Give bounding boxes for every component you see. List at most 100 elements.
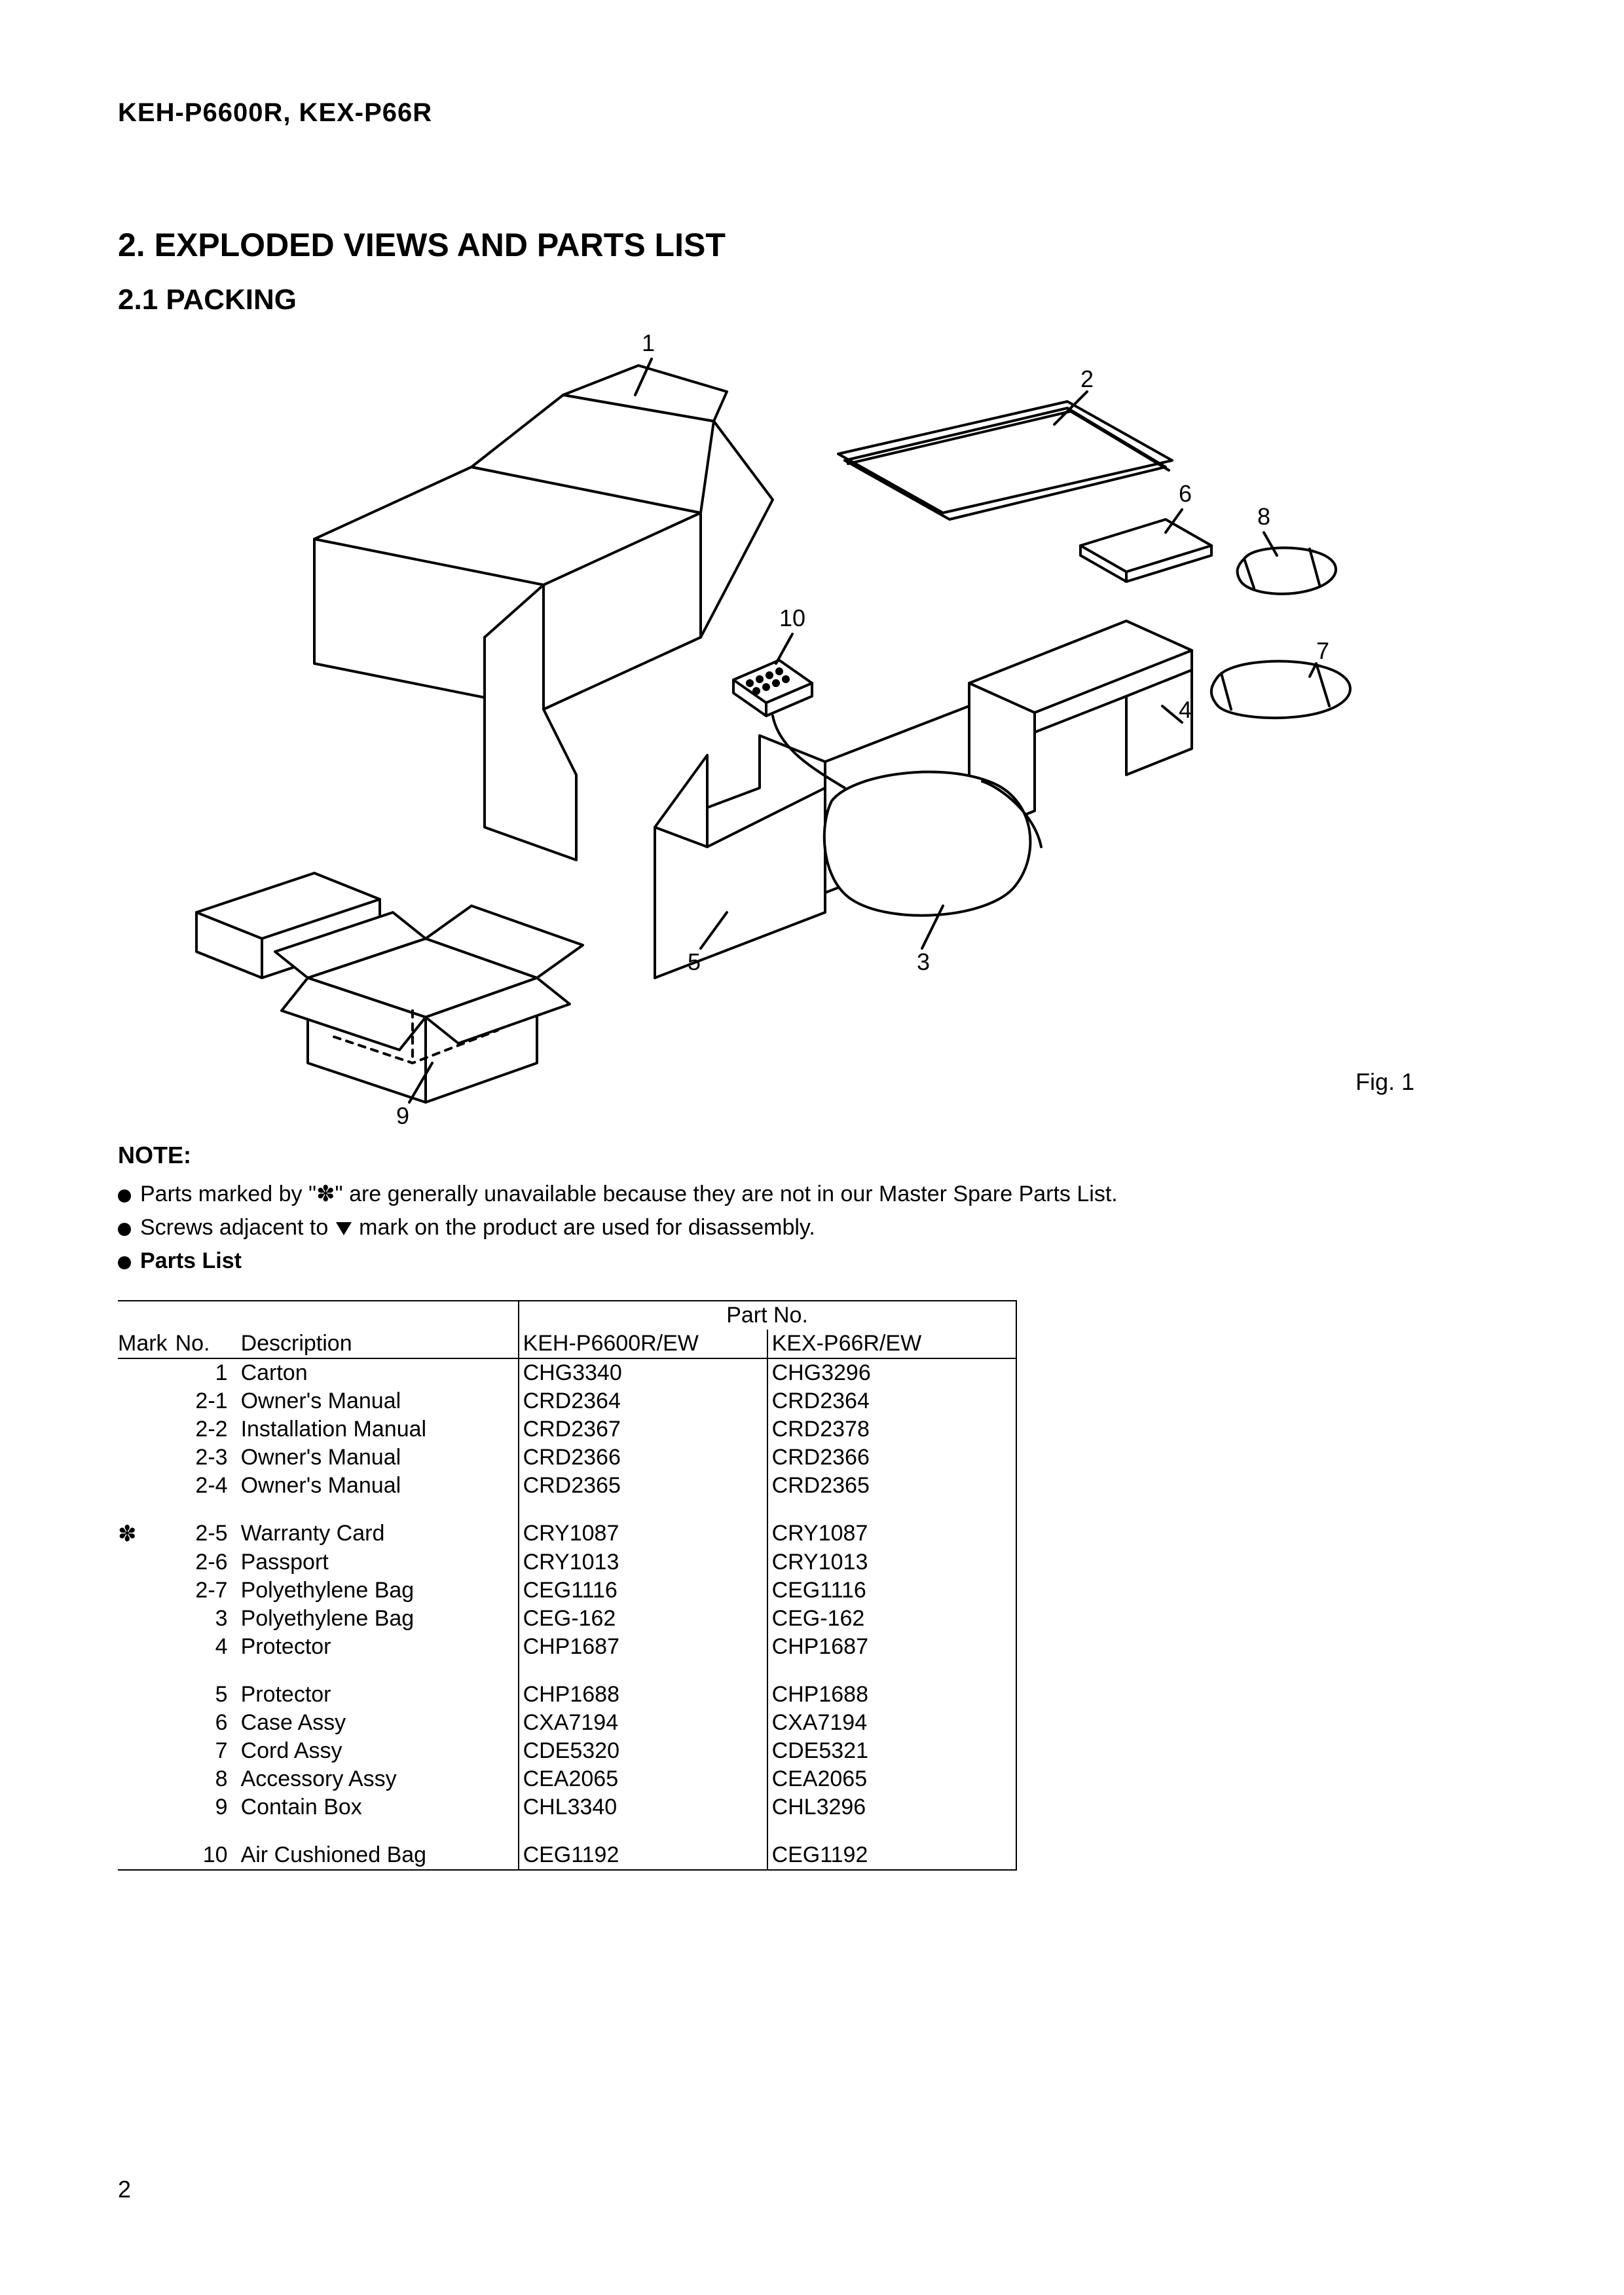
cell-mark xyxy=(118,1841,172,1870)
th-no: No. xyxy=(172,1330,237,1358)
note-heading: NOTE: xyxy=(118,1142,1506,1169)
note2-b: mark on the product are used for disasse… xyxy=(353,1215,815,1240)
part-accessory-assy xyxy=(1238,548,1336,593)
cell-desc: Contain Box xyxy=(237,1793,519,1821)
cell-no: 2-5 xyxy=(172,1520,237,1548)
cell-no: 2-3 xyxy=(172,1444,237,1472)
callout-4: 4 xyxy=(1179,696,1192,724)
cell-mark xyxy=(118,1444,172,1472)
cell-pn2: CDE5321 xyxy=(767,1737,1016,1765)
cell-pn1: CRD2364 xyxy=(519,1387,767,1415)
cell-desc: Owner's Manual xyxy=(237,1472,519,1500)
subsection-title: 2.1 PACKING xyxy=(118,284,1506,316)
cell-mark xyxy=(118,1577,172,1605)
bullet-icon xyxy=(118,1223,131,1236)
table-row: 4ProtectorCHP1687CHP1687 xyxy=(118,1633,1016,1661)
callout-7: 7 xyxy=(1316,637,1329,665)
cell-pn1: CRD2366 xyxy=(519,1444,767,1472)
parts-table: Part No. Mark No. Description KEH-P6600R… xyxy=(118,1300,1017,1871)
section-title: 2. EXPLODED VIEWS AND PARTS LIST xyxy=(118,226,1506,264)
bullet-icon xyxy=(118,1256,131,1269)
cell-no: 8 xyxy=(172,1765,237,1793)
cell-mark xyxy=(118,1548,172,1577)
cell-no: 2-1 xyxy=(172,1387,237,1415)
table-row: 2-4Owner's ManualCRD2365CRD2365 xyxy=(118,1472,1016,1500)
note2-a: Screws adjacent to xyxy=(140,1215,335,1240)
cell-pn1: CRY1013 xyxy=(519,1548,767,1577)
cell-pn1: CEG1116 xyxy=(519,1577,767,1605)
cell-no: 2-6 xyxy=(172,1548,237,1577)
cell-no: 9 xyxy=(172,1793,237,1821)
cell-pn1: CHG3340 xyxy=(519,1358,767,1387)
cell-mark xyxy=(118,1415,172,1444)
cell-desc: Protector xyxy=(237,1633,519,1661)
cell-pn1: CRD2367 xyxy=(519,1415,767,1444)
cell-no: 3 xyxy=(172,1605,237,1633)
callout-8: 8 xyxy=(1257,503,1270,531)
cell-no: 2-7 xyxy=(172,1577,237,1605)
cell-mark xyxy=(118,1737,172,1765)
note-line-1: Parts marked by "✽" are generally unavai… xyxy=(118,1181,1506,1207)
cell-no: 2-2 xyxy=(172,1415,237,1444)
table-row: 2-1Owner's ManualCRD2364CRD2364 xyxy=(118,1387,1016,1415)
triangle-down-icon xyxy=(336,1222,352,1235)
cell-mark xyxy=(118,1387,172,1415)
cell-desc: Polyethylene Bag xyxy=(237,1605,519,1633)
cell-desc: Installation Manual xyxy=(237,1415,519,1444)
part-contain-box xyxy=(196,873,583,1102)
cell-pn2: CRY1087 xyxy=(767,1520,1016,1548)
part-poly-bag-main xyxy=(824,772,1041,916)
cell-mark xyxy=(118,1472,172,1500)
cell-pn2: CRD2366 xyxy=(767,1444,1016,1472)
callout-5: 5 xyxy=(688,948,701,976)
table-row: 8Accessory AssyCEA2065CEA2065 xyxy=(118,1765,1016,1793)
th-mark: Mark xyxy=(118,1330,172,1358)
table-row: 2-2Installation ManualCRD2367CRD2378 xyxy=(118,1415,1016,1444)
cell-pn2: CHL3296 xyxy=(767,1793,1016,1821)
cell-no: 2-4 xyxy=(172,1472,237,1500)
cell-pn2: CRD2365 xyxy=(767,1472,1016,1500)
table-row: 7Cord AssyCDE5320CDE5321 xyxy=(118,1737,1016,1765)
cell-no: 4 xyxy=(172,1633,237,1661)
cell-pn2: CHP1687 xyxy=(767,1633,1016,1661)
cell-pn1: CEG-162 xyxy=(519,1605,767,1633)
note1-a: Parts marked by " xyxy=(140,1182,316,1206)
cell-desc: Passport xyxy=(237,1548,519,1577)
cell-pn1: CEA2065 xyxy=(519,1765,767,1793)
table-row: ✽2-5Warranty CardCRY1087CRY1087 xyxy=(118,1520,1016,1548)
packing-diagram-svg xyxy=(118,329,1428,1135)
table-row: 6Case AssyCXA7194CXA7194 xyxy=(118,1709,1016,1737)
th-desc: Description xyxy=(237,1330,519,1358)
cell-pn1: CHP1687 xyxy=(519,1633,767,1661)
cell-no: 7 xyxy=(172,1737,237,1765)
callout-1: 1 xyxy=(642,329,655,357)
cell-pn2: CRD2364 xyxy=(767,1387,1016,1415)
table-row: 3Polyethylene BagCEG-162CEG-162 xyxy=(118,1605,1016,1633)
figure-label: Fig. 1 xyxy=(1356,1068,1414,1096)
cell-mark xyxy=(118,1793,172,1821)
part-case-assy xyxy=(1080,519,1211,582)
cell-desc: Polyethylene Bag xyxy=(237,1577,519,1605)
table-row: 2-3Owner's ManualCRD2366CRD2366 xyxy=(118,1444,1016,1472)
cell-pn2: CRD2378 xyxy=(767,1415,1016,1444)
cell-pn1: CHP1688 xyxy=(519,1681,767,1709)
model-header: KEH-P6600R, KEX-P66R xyxy=(118,98,1506,128)
cell-pn1: CHL3340 xyxy=(519,1793,767,1821)
cell-desc: Accessory Assy xyxy=(237,1765,519,1793)
cell-mark xyxy=(118,1605,172,1633)
cell-pn1: CXA7194 xyxy=(519,1709,767,1737)
table-row: 1CartonCHG3340CHG3296 xyxy=(118,1358,1016,1387)
cell-no: 1 xyxy=(172,1358,237,1387)
cell-no: 6 xyxy=(172,1709,237,1737)
cell-pn2: CEG-162 xyxy=(767,1605,1016,1633)
table-row: 9Contain BoxCHL3340CHL3296 xyxy=(118,1793,1016,1821)
note-block: NOTE: Parts marked by "✽" are generally … xyxy=(118,1142,1506,1274)
cell-mark: ✽ xyxy=(118,1520,172,1548)
parts-list-label: Parts List xyxy=(140,1248,242,1274)
cell-desc: Cord Assy xyxy=(237,1737,519,1765)
cell-desc: Owner's Manual xyxy=(237,1444,519,1472)
cell-desc: Case Assy xyxy=(237,1709,519,1737)
note1-b: " are generally unavailable because they… xyxy=(335,1182,1118,1206)
cell-desc: Protector xyxy=(237,1681,519,1709)
cell-pn2: CRY1013 xyxy=(767,1548,1016,1577)
